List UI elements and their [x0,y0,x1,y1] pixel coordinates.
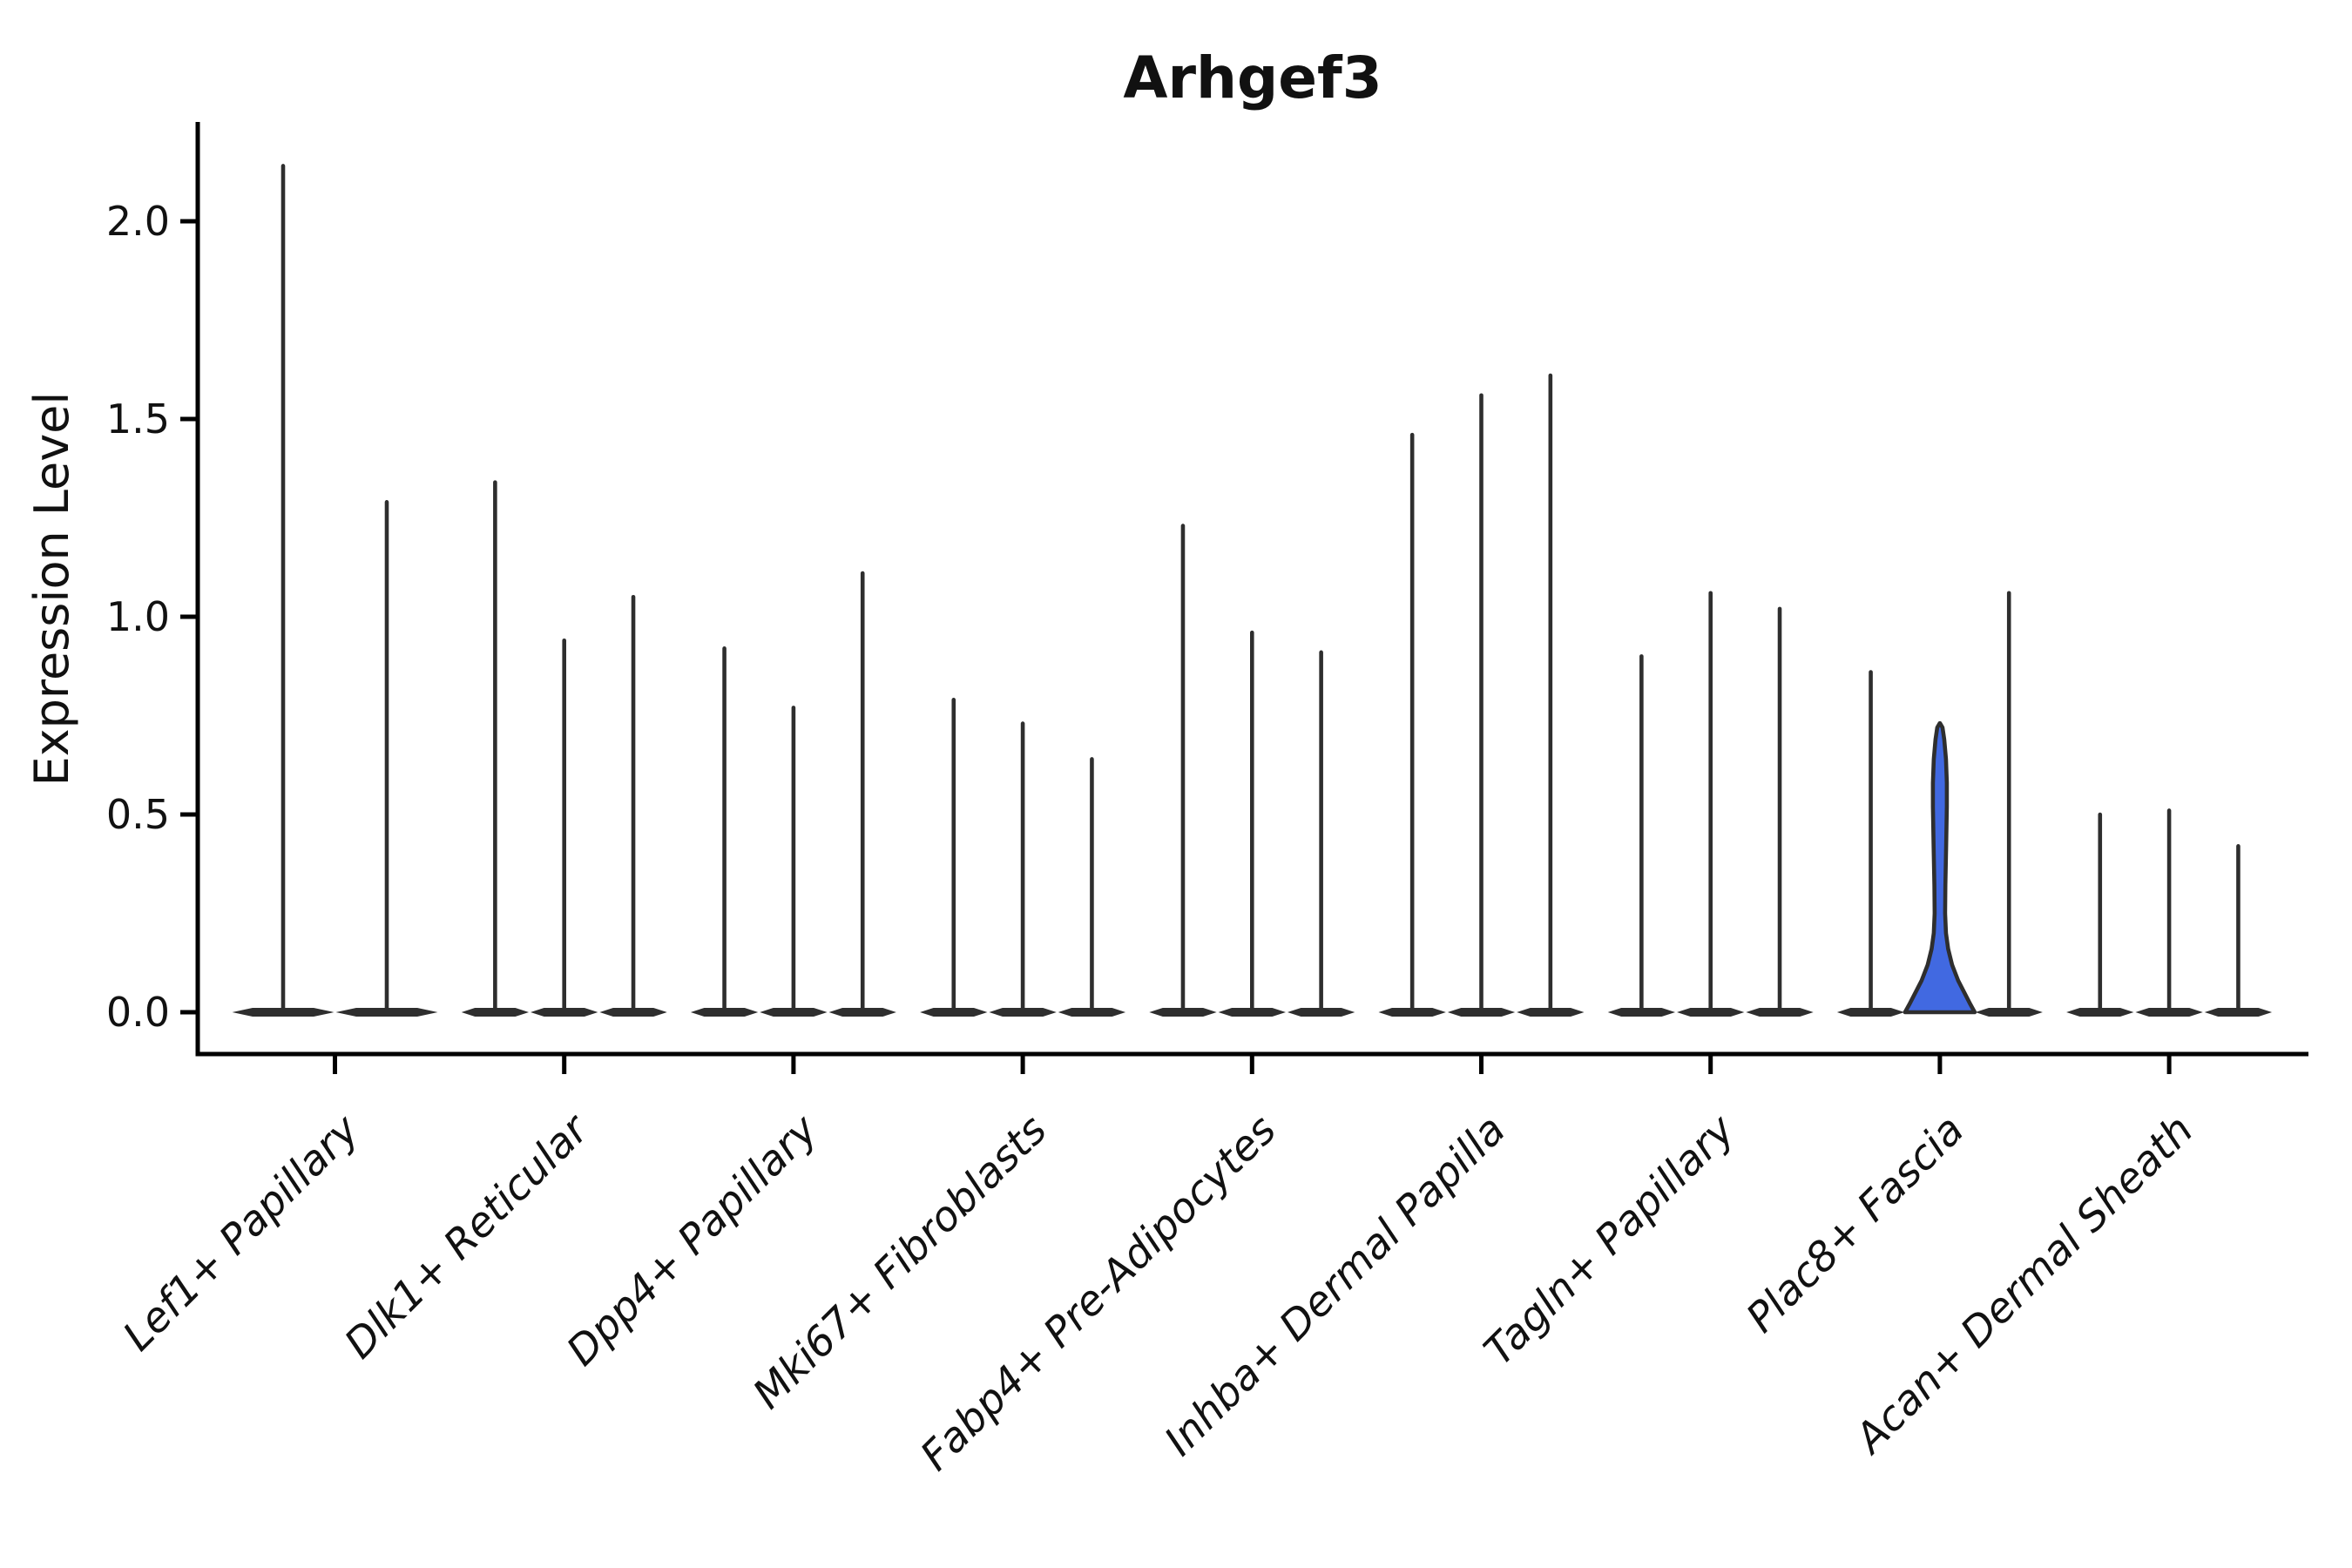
y-tick-label: 1.5 [106,395,170,443]
x-tick-label: Plac8+ Fascia [1737,1106,1973,1342]
x-tick-label: Lef1+ Papillary [114,1105,369,1361]
y-tick-label: 0.5 [106,791,170,838]
y-tick-label: 1.0 [106,593,170,640]
chart-title: Arhgef3 [1123,44,1382,112]
x-tick-label: Tagln+ Papillary [1475,1105,1745,1375]
highlight-violin [1903,720,1977,1015]
y-tick-label: 0.0 [106,989,170,1036]
x-tick-label: Dlk1+ Reticular [335,1105,599,1369]
x-tick-label: Dpp4+ Papillary [558,1105,828,1375]
y-axis-label: Expression Level [24,392,79,787]
y-tick-label: 2.0 [106,198,170,245]
violins-layer [232,164,2273,1017]
